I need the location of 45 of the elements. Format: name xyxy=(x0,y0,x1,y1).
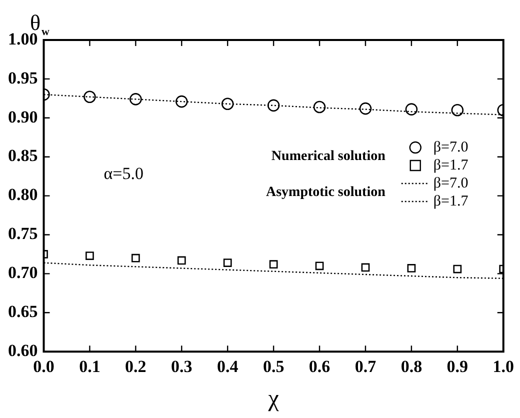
x-tick-label: 0.2 xyxy=(125,357,146,376)
point xyxy=(313,100,326,114)
point xyxy=(223,258,232,267)
point xyxy=(451,104,464,116)
point xyxy=(315,262,324,270)
point xyxy=(177,256,186,265)
x-tick-label: 0.5 xyxy=(262,357,284,376)
point xyxy=(221,98,234,110)
point xyxy=(405,103,418,116)
y-tick-label: 0.70 xyxy=(8,263,38,282)
point xyxy=(267,99,280,112)
y-tick-label: 0.85 xyxy=(8,146,38,166)
x-tick-label: 0.4 xyxy=(216,357,239,376)
y-tick-label: 0.65 xyxy=(8,302,38,322)
y-tick-label: 0.60 xyxy=(8,340,38,360)
point xyxy=(361,263,370,272)
x-tick-label: 0.0 xyxy=(33,357,54,376)
point xyxy=(407,264,416,272)
point xyxy=(175,95,188,108)
x-tick-label: 0.8 xyxy=(400,357,422,376)
legend-label: β=1.7 xyxy=(433,193,469,210)
point xyxy=(453,264,462,274)
annotation: α=5.0 xyxy=(104,164,144,183)
x-tick-label: 0.1 xyxy=(79,357,100,376)
y-tick-label: 0.95 xyxy=(8,68,38,88)
point xyxy=(359,102,372,115)
point xyxy=(84,90,96,104)
point xyxy=(130,93,142,106)
x-axis-title: χ xyxy=(267,386,280,412)
point xyxy=(86,252,94,260)
point xyxy=(269,260,278,269)
x-tick-label: 0.3 xyxy=(171,357,192,376)
annotation: Numerical solution xyxy=(271,149,386,164)
point xyxy=(131,254,140,262)
y-tick-label: 0.90 xyxy=(8,107,38,126)
x-tick-label: 0.6 xyxy=(308,357,330,376)
y-tick-label: 0.75 xyxy=(8,224,38,244)
x-tick-label: 0.9 xyxy=(446,357,468,376)
x-tick-label: 0.7 xyxy=(354,357,377,376)
annotation: Asymptotic solution xyxy=(266,185,386,200)
x-tick-label: 1.0 xyxy=(492,357,514,376)
y-tick-label: 0.80 xyxy=(8,185,38,204)
legend-label: β=7.0 xyxy=(433,175,468,192)
legend-label: β=7.0 xyxy=(433,139,468,156)
legend-label: β=1.7 xyxy=(433,157,469,174)
